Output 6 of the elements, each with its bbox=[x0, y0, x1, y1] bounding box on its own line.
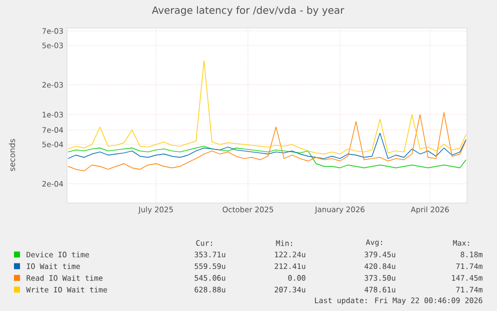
chart-title: Average latency for /dev/vda - by year bbox=[152, 6, 344, 16]
line-series bbox=[68, 146, 466, 168]
y-axis-title: seconds bbox=[8, 139, 16, 171]
line-series bbox=[68, 132, 466, 159]
line-series bbox=[68, 60, 466, 154]
line-series bbox=[68, 112, 466, 172]
